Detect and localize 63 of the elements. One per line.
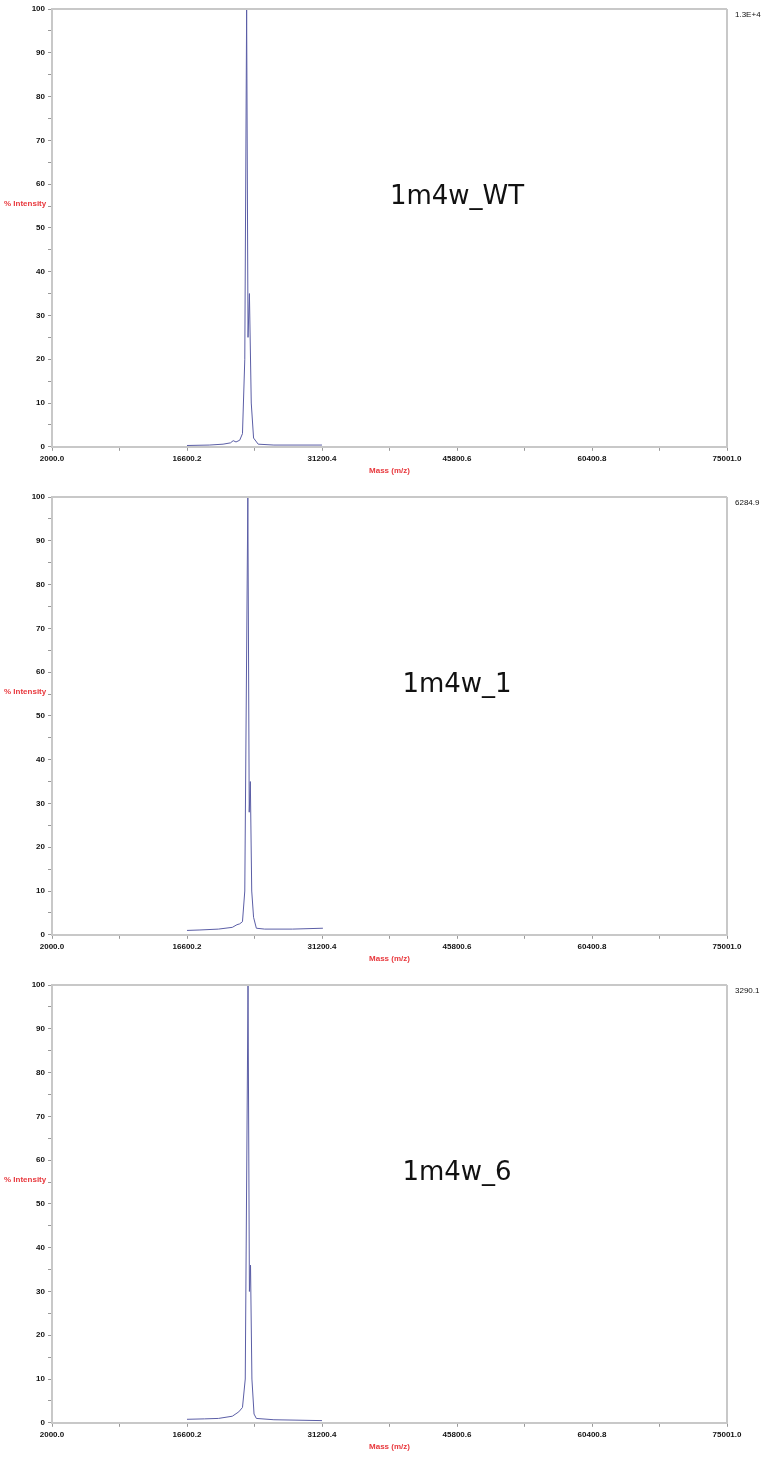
x-axis-title: Mass (m/z): [369, 954, 411, 964]
x-tick-label: 2000.0: [39, 453, 65, 463]
y-tick-label: 20: [36, 354, 46, 364]
y-tick-label: 100: [31, 980, 46, 990]
y-tick-label: 50: [36, 711, 46, 721]
x-tick-label: 60400.8: [577, 941, 608, 951]
x-tick-label: 31200.4: [307, 453, 338, 463]
y-tick-label: 10: [36, 886, 46, 896]
text: 1.3E+4: [735, 10, 762, 20]
x-axis-title: Mass (m/z): [369, 466, 411, 476]
x-tick-label: 2000.0: [39, 1429, 65, 1439]
y-tick-label: 0: [40, 930, 46, 939]
y-tick-label: 70: [36, 135, 46, 145]
x-tick-label: 45800.6: [442, 941, 473, 951]
y-tick-label: 10: [36, 1374, 46, 1384]
x-tick-label: 45800.6: [442, 1429, 473, 1439]
text: 1m4w_1: [402, 668, 512, 698]
y-tick-label: 60: [36, 1155, 46, 1165]
y-tick-label: 80: [36, 579, 46, 589]
y-tick-label: 0: [40, 442, 46, 451]
y-tick-label: 40: [36, 1242, 46, 1252]
x-tick-label: 60400.8: [577, 453, 608, 463]
y-axis-title: % Intensity: [4, 199, 47, 209]
y-tick-label: 70: [36, 623, 46, 633]
x-tick-label: 45800.6: [442, 453, 473, 463]
y-tick-label: 30: [36, 798, 46, 808]
y-tick-label: 80: [36, 1067, 46, 1077]
y-tick-label: 90: [36, 47, 46, 57]
x-tick-label: 2000.0: [39, 941, 65, 951]
text: 6284.9: [735, 498, 761, 508]
y-tick-label: 90: [36, 535, 46, 545]
y-tick-label: 30: [36, 310, 46, 320]
x-tick-label: 75001.0: [712, 1429, 743, 1439]
text: 1m4w_6: [402, 1156, 512, 1186]
x-tick-label: 16600.2: [172, 1429, 203, 1439]
y-tick-label: 20: [36, 1330, 46, 1340]
y-tick-label: 20: [36, 842, 46, 852]
x-tick-label: 60400.8: [577, 1429, 608, 1439]
y-tick-label: 60: [36, 667, 46, 677]
y-tick-label: 50: [36, 1199, 46, 1209]
y-tick-label: 70: [36, 1111, 46, 1121]
y-axis-title: % Intensity: [4, 1175, 47, 1185]
y-tick-label: 50: [36, 223, 46, 233]
y-tick-label: 100: [31, 492, 46, 502]
y-tick-label: 30: [36, 1286, 46, 1296]
x-tick-label: 31200.4: [307, 941, 338, 951]
y-tick-label: 100: [31, 4, 46, 14]
y-tick-label: 40: [36, 754, 46, 764]
text: 1m4w_WT: [389, 180, 525, 210]
x-tick-label: 75001.0: [712, 453, 743, 463]
x-tick-label: 31200.4: [307, 1429, 338, 1439]
y-tick-label: 90: [36, 1023, 46, 1033]
y-tick-label: 0: [40, 1418, 46, 1427]
x-tick-label: 75001.0: [712, 941, 743, 951]
x-tick-label: 16600.2: [172, 453, 203, 463]
y-axis-title: % Intensity: [4, 687, 47, 697]
y-tick-label: 60: [36, 179, 46, 189]
y-tick-label: 10: [36, 398, 46, 408]
y-tick-label: 80: [36, 91, 46, 101]
x-tick-label: 16600.2: [172, 941, 203, 951]
text: 3290.1: [735, 986, 761, 996]
y-tick-label: 40: [36, 266, 46, 276]
x-axis-title: Mass (m/z): [369, 1442, 411, 1452]
